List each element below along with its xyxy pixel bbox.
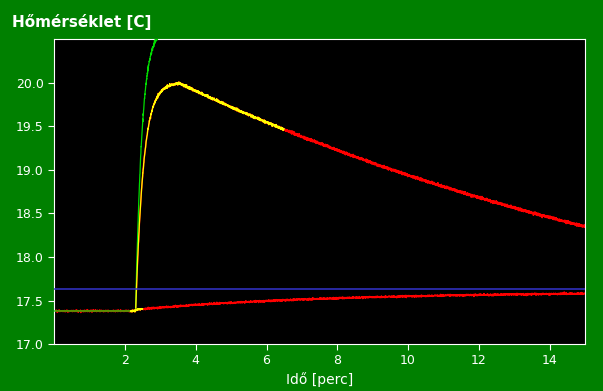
Text: Hőmérséklet [C]: Hőmérséklet [C] [12, 14, 151, 30]
X-axis label: Idő [perc]: Idő [perc] [286, 372, 353, 387]
